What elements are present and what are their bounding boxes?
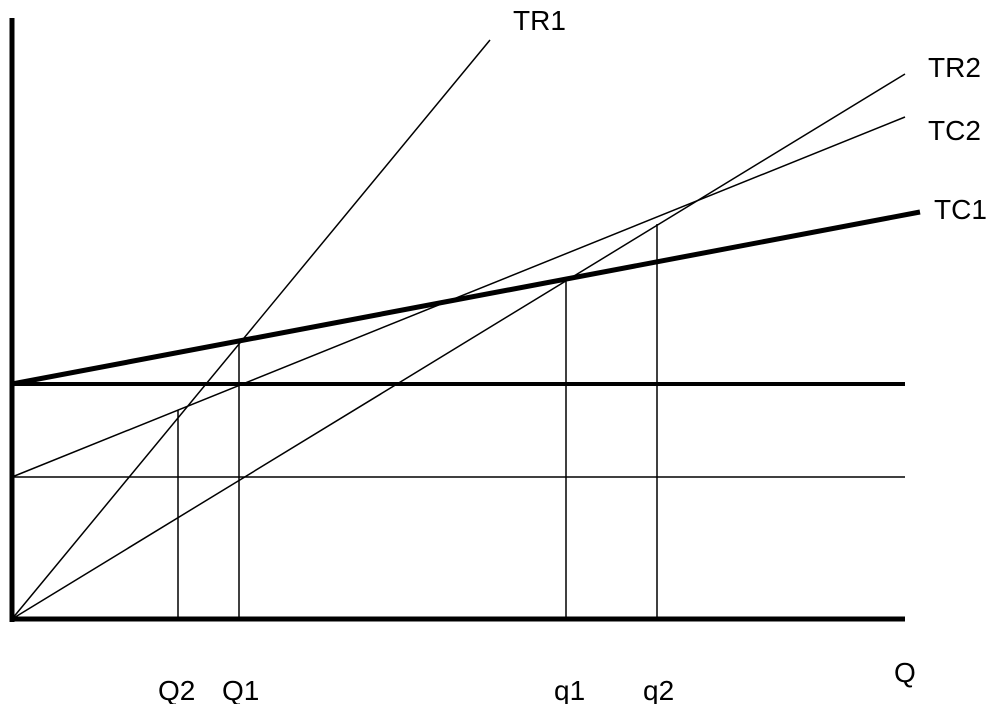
tr2-line [11,73,906,620]
tc2-label: TC2 [928,115,981,146]
tr1-line [11,39,491,620]
q2-label: q2 [643,675,674,704]
Q2-label: Q2 [158,675,195,704]
tc1-label: TC1 [934,194,987,225]
tr2-label: TR2 [928,52,981,83]
tr1-label: TR1 [513,5,566,36]
Q1-label: Q1 [222,675,259,704]
q1-label: q1 [554,675,585,704]
x-axis-label: Q [894,657,916,688]
tc1-line [11,209,921,387]
